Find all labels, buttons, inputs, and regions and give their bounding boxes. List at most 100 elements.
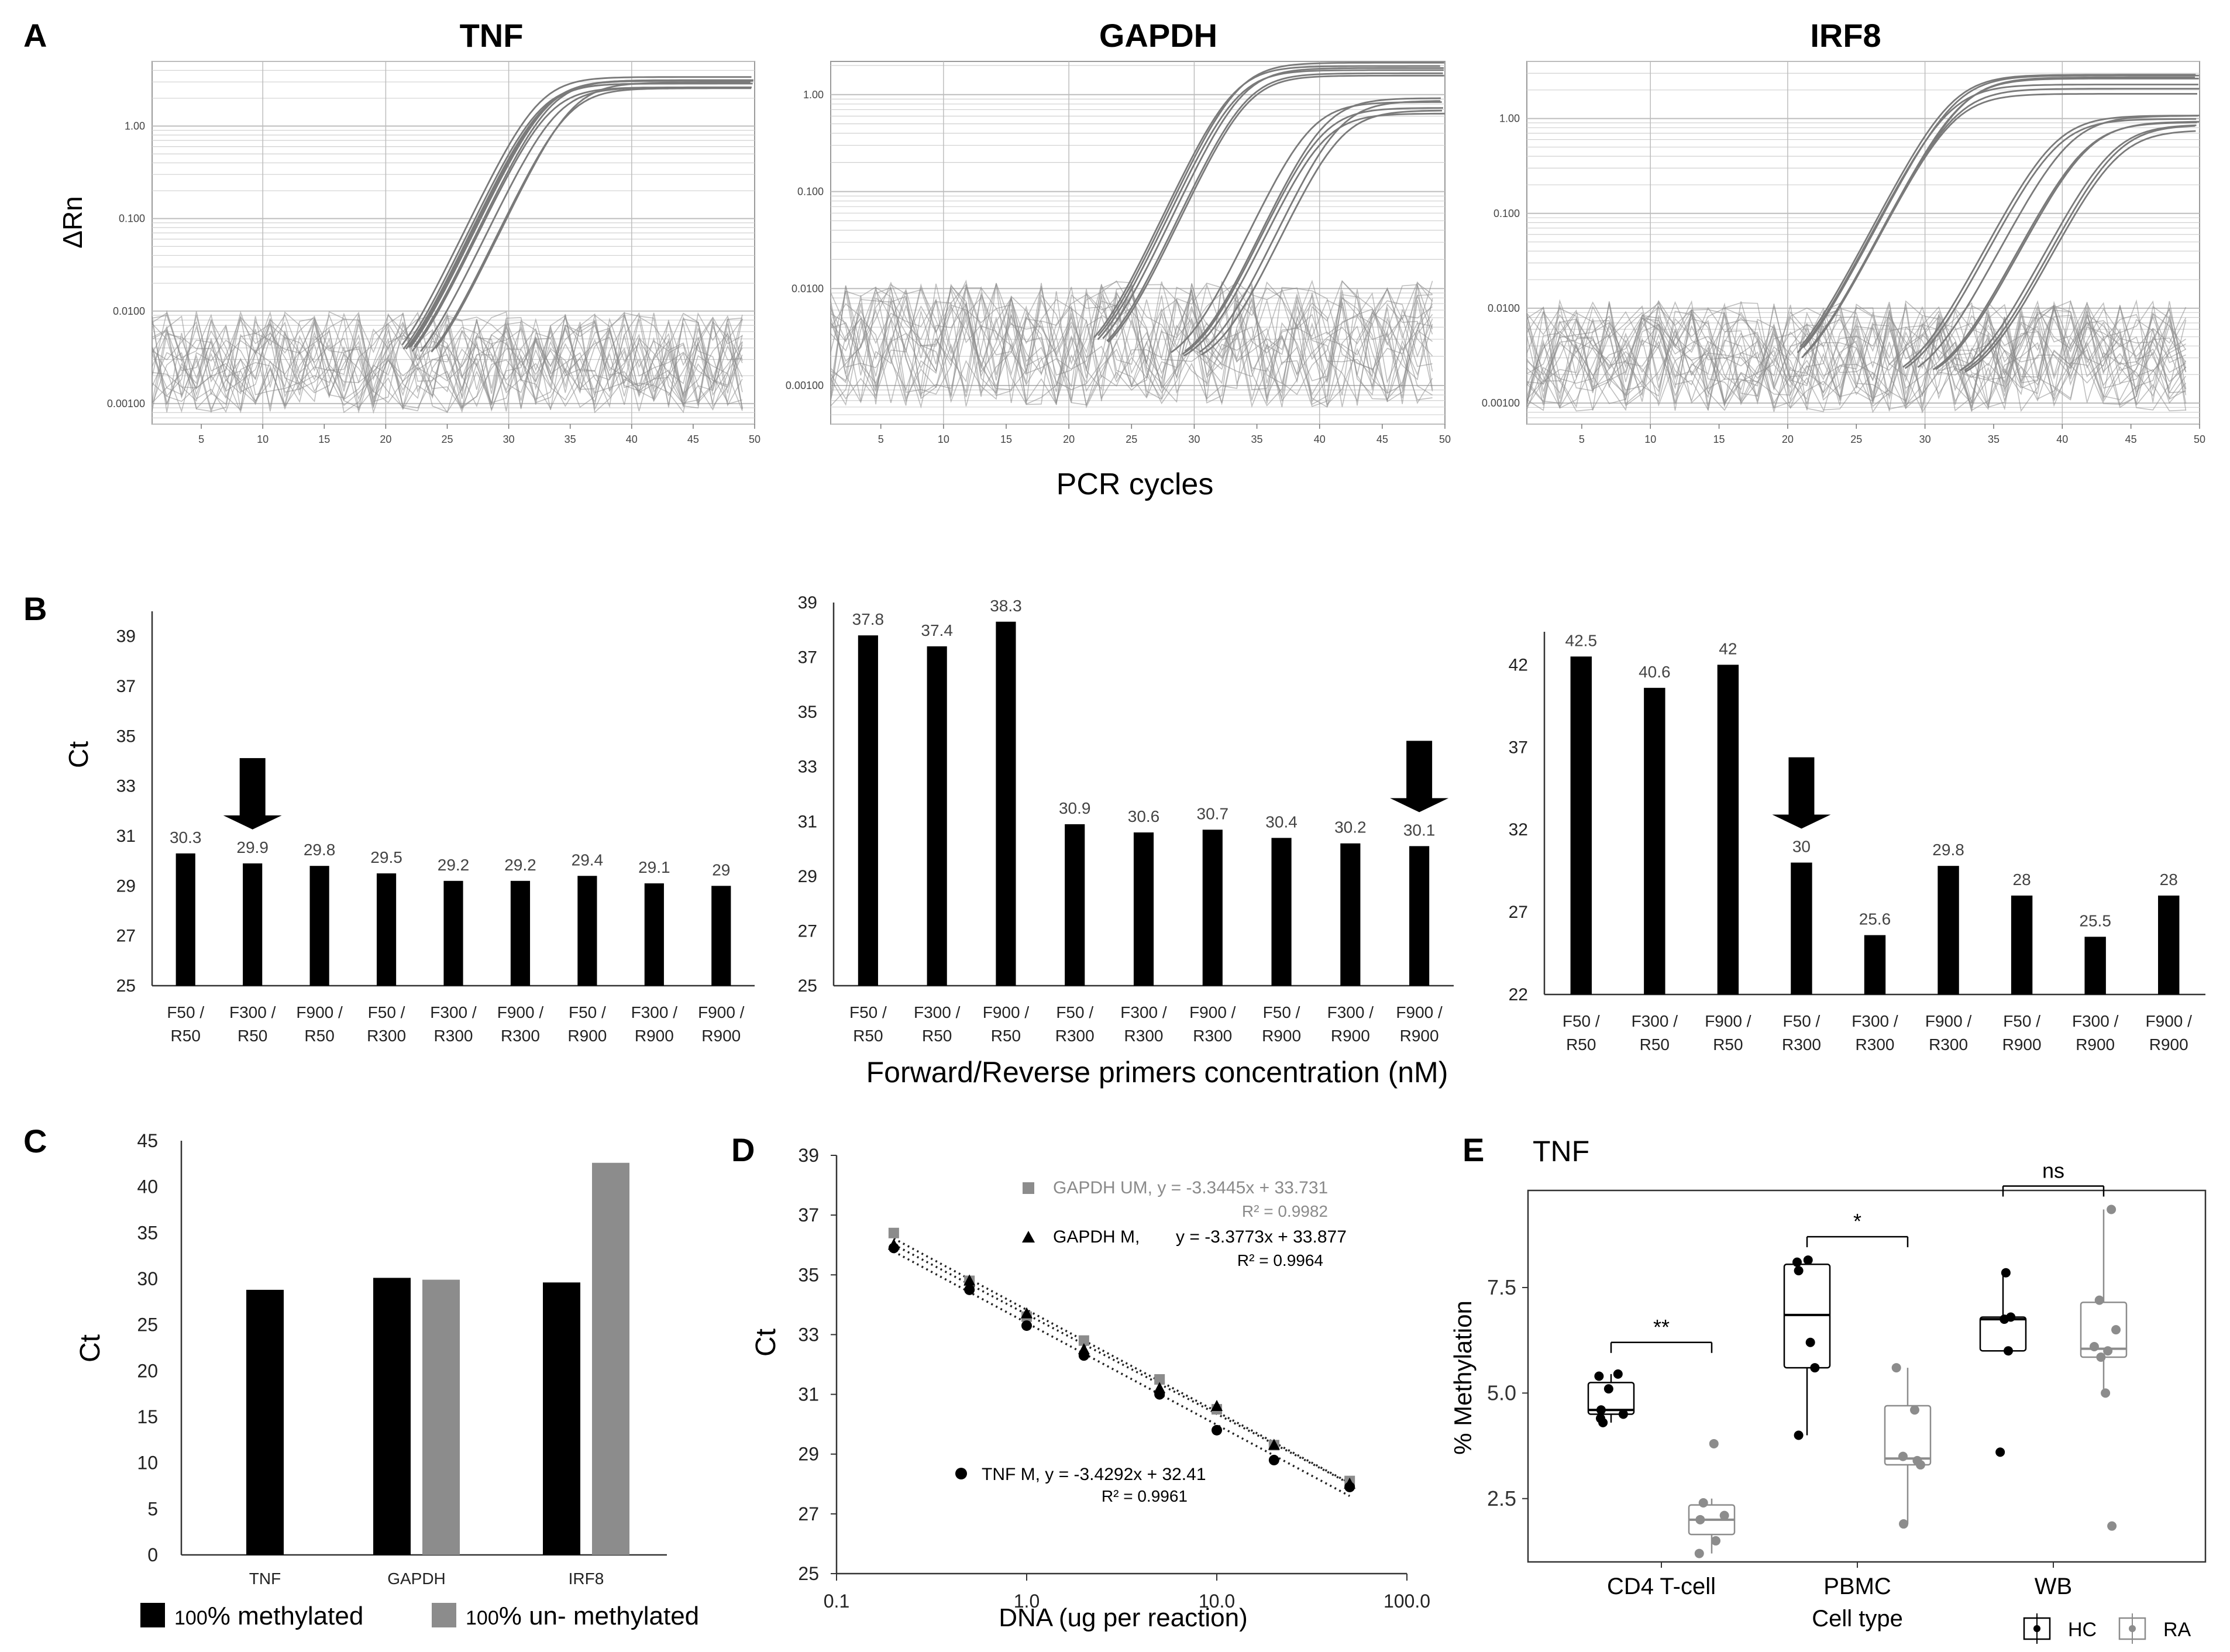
category-label: R50: [991, 1027, 1021, 1045]
x-tick-label: 100.0: [1384, 1591, 1430, 1612]
legend-suffix: % un- methylated: [499, 1602, 699, 1630]
y-tick-label: 27: [798, 1503, 819, 1524]
y-tick-label: 0.0100: [1488, 302, 1520, 314]
x-tick-label: 20: [1782, 433, 1794, 445]
category-label: R900: [1262, 1027, 1301, 1045]
bar: [1938, 866, 1959, 994]
data-label: 30.9: [1059, 799, 1091, 817]
y-tick-label: 1.00: [125, 121, 145, 132]
category-label: R50: [238, 1027, 267, 1045]
bar: [1570, 656, 1592, 994]
y-axis-label: Ct: [75, 1334, 106, 1362]
category-label: F50 /: [2003, 1012, 2040, 1030]
x-tick-label: 40: [626, 433, 638, 445]
selection-arrowhead: [223, 815, 282, 830]
category-label: R900: [1400, 1027, 1439, 1045]
category-label: F900 /: [497, 1003, 544, 1021]
noise-curve: [830, 287, 1433, 408]
bar: [443, 880, 463, 986]
y-tick-label: 15: [137, 1406, 158, 1427]
plot-frame: [1527, 1189, 2207, 1563]
legend-swatch-unmethylated: [432, 1603, 456, 1627]
y-tick-label: 45: [137, 1130, 158, 1151]
category-label: R50: [1640, 1035, 1670, 1054]
point-gapdh-um: [888, 1227, 899, 1238]
bar-unmethylated: [592, 1162, 629, 1555]
category-label: WB: [2035, 1574, 2072, 1599]
data-point: [1794, 1430, 1804, 1440]
x-axis-label: Cell type: [1812, 1606, 1903, 1632]
data-point: [1794, 1266, 1804, 1276]
bar: [376, 873, 397, 986]
category-label: R900: [2149, 1035, 2188, 1054]
amplification-curve: [1184, 97, 1441, 352]
data-point: [1912, 1455, 1922, 1465]
x-tick-label: 5: [1579, 433, 1585, 445]
y-tick-label: 29: [798, 867, 817, 886]
noise-curve: [1526, 302, 2187, 411]
category-label: F300 /: [229, 1003, 276, 1021]
legend-marker-tnf-m: [955, 1468, 967, 1479]
selection-arrowhead: [1390, 798, 1449, 813]
category-label: R50: [853, 1027, 883, 1045]
amplification-curve: [419, 87, 751, 352]
amplification-curve: [1932, 122, 2197, 370]
x-tick-label: 50: [2194, 433, 2205, 445]
y-tick-label: 5.0: [1487, 1381, 1516, 1405]
category-label: TNF: [249, 1570, 281, 1588]
x-tick-label: 15: [1000, 433, 1012, 445]
data-label: 29.2: [438, 856, 470, 874]
category-label: R300: [434, 1027, 473, 1045]
data-label: 30.3: [170, 828, 202, 846]
selection-arrow: [1406, 741, 1433, 800]
category-label: F50 /: [1263, 1003, 1300, 1021]
category-label: F50 /: [368, 1003, 405, 1021]
data-label: 30.1: [1403, 821, 1436, 839]
y-tick-label: 0.00100: [786, 380, 824, 391]
amplification-curve: [1199, 100, 1441, 353]
x-tick-label: 35: [1251, 433, 1263, 445]
selection-arrow: [1788, 757, 1815, 816]
category-label: R900: [2076, 1035, 2115, 1054]
y-axis-label: ΔRn: [57, 196, 88, 249]
y-tick-label: 39: [798, 593, 817, 612]
amplification-curve: [1093, 65, 1440, 338]
noise-curve: [1526, 300, 2187, 411]
y-tick-label: 25: [116, 976, 136, 996]
equation-gapdh-um: GAPDH UM, y = -3.3445x + 33.731: [1053, 1178, 1328, 1197]
bar: [1717, 665, 1739, 994]
x-tick-label: 25: [1126, 433, 1137, 445]
category-label: F900 /: [983, 1003, 1030, 1021]
x-tick-label: 20: [380, 433, 391, 445]
y-tick-label: 35: [137, 1222, 158, 1243]
y-tick-label: 33: [798, 1324, 819, 1345]
bar: [858, 635, 878, 986]
data-label: 29.5: [370, 848, 402, 866]
amplification-curve: [402, 82, 753, 350]
data-label: 29.9: [236, 838, 269, 856]
y-tick-label: 32: [1509, 820, 1528, 839]
category-label: F300 /: [1327, 1003, 1374, 1021]
noise-curve: [152, 315, 743, 405]
legend-swatch-methylated: [140, 1603, 165, 1627]
data-point: [1709, 1438, 1719, 1448]
category-label: R900: [2002, 1035, 2042, 1054]
point-gapdh-m: [1268, 1438, 1280, 1450]
bar: [2084, 937, 2106, 994]
data-point: [1594, 1371, 1604, 1381]
data-point: [2096, 1352, 2106, 1362]
noise-curve: [152, 315, 743, 414]
x-axis-label: PCR cycles: [1057, 467, 1214, 501]
trendline: [893, 1244, 1350, 1485]
bar: [175, 853, 195, 986]
data-label: 38.3: [990, 597, 1022, 615]
bar-chart-gapdh: 25 27 29 31 33 35 37 39 37.8 F50 / R50 37.4 F300 / R5…: [798, 593, 1454, 1045]
category-label: F50 /: [1783, 1012, 1821, 1030]
x-tick-label: 5: [878, 433, 884, 445]
data-point: [2094, 1295, 2104, 1305]
noise-curve: [152, 313, 743, 413]
noise-curve: [1526, 301, 2187, 412]
bar: [1791, 862, 1812, 994]
selection-arrowhead: [1772, 814, 1831, 829]
legend-suffix: % methylated: [208, 1602, 364, 1630]
